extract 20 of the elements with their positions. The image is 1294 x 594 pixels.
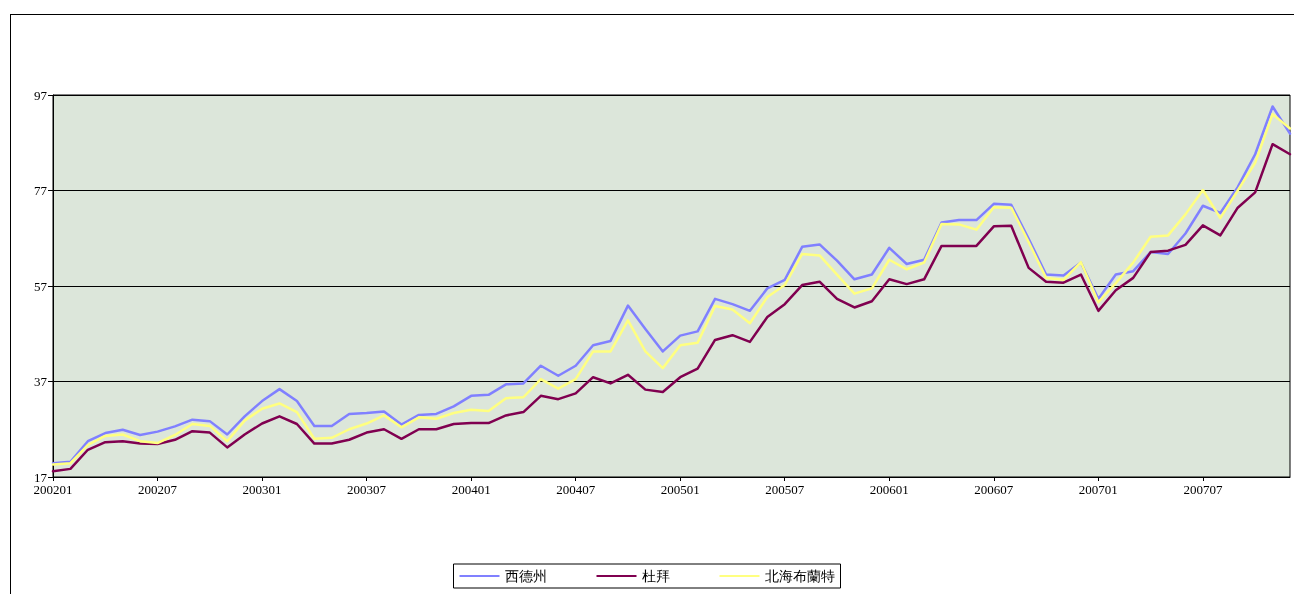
x-tick-label: 200707 <box>1183 482 1223 497</box>
y-tick-label: 57 <box>34 278 48 294</box>
x-tick-label: 200601 <box>869 482 909 497</box>
x-tick-label: 200401 <box>451 482 491 497</box>
x-tick-label: 200307 <box>347 482 387 497</box>
y-tick-label: 17 <box>34 469 48 485</box>
legend-label: 杜拜 <box>641 568 670 584</box>
x-tick-label: 200507 <box>765 482 805 497</box>
x-tick-label: 200607 <box>974 482 1014 497</box>
x-tick-label: 200301 <box>242 482 282 497</box>
y-tick-label: 37 <box>34 374 48 389</box>
x-tick-label: 200201 <box>33 482 73 497</box>
x-tick-label: 200501 <box>660 482 700 497</box>
y-tick-label: 77 <box>34 183 48 198</box>
legend-label: 北海布蘭特 <box>764 568 835 584</box>
x-tick-label: 200207 <box>138 482 178 497</box>
x-tick-label: 200701 <box>1078 482 1118 497</box>
legend-label: 西德州 <box>504 568 547 584</box>
x-tick-label: 200407 <box>556 482 596 497</box>
y-tick-label: 97 <box>34 87 48 103</box>
